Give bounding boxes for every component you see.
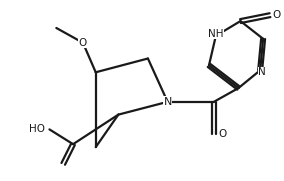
Text: N: N [258, 67, 266, 77]
Text: O: O [273, 10, 281, 20]
Text: O: O [79, 38, 87, 48]
Text: HO: HO [28, 124, 45, 134]
Text: O: O [219, 129, 227, 139]
Text: NH: NH [208, 29, 224, 39]
Text: N: N [163, 97, 172, 107]
